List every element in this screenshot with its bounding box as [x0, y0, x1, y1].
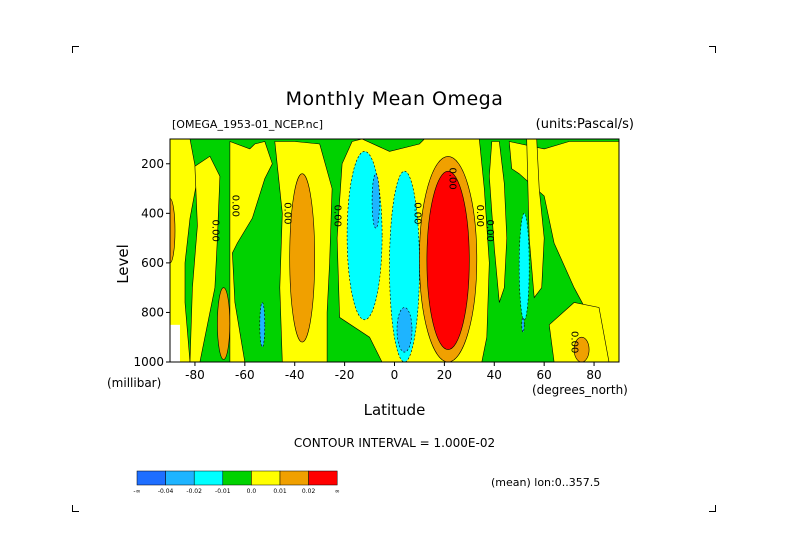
colorbar-label: -0.02	[186, 488, 202, 495]
colorbar-swatch	[165, 470, 195, 486]
x-tick-label: -80	[185, 368, 205, 382]
x-tick-label: 40	[487, 368, 502, 382]
x-axis-units: (degrees_north)	[532, 383, 628, 397]
x-tick-label: -60	[235, 368, 255, 382]
negative-region	[259, 302, 266, 348]
crop-marks	[72, 46, 716, 512]
contour-label: 0.00	[446, 168, 457, 190]
very-negative-region	[371, 173, 380, 229]
x-tick-label: -20	[335, 368, 355, 382]
colorbar-swatch	[222, 470, 252, 486]
contour-interval-label: CONTOUR INTERVAL = 1.000E-02	[293, 436, 496, 450]
contour-label: 0.00	[332, 205, 343, 227]
colorbar-label: 0.01	[273, 488, 287, 495]
contour-label: 0.00	[209, 220, 220, 242]
x-axis-label: Latitude	[363, 401, 426, 419]
contour-label: 0.00	[474, 205, 485, 227]
y-axis-label: Level	[113, 244, 132, 284]
x-tick-label: 80	[586, 368, 601, 382]
y-tick-label: 400	[141, 206, 164, 220]
colorbar-label: -0.04	[158, 488, 174, 495]
colorbar-swatch	[251, 470, 281, 486]
colorbar: -∞ -0.04 -0.02 -0.01 0.0 0.01 0.02 ∞	[133, 470, 340, 495]
plot-area: 0.000.00 0.00 0.00 0.00 0.000.000.000.00	[169, 138, 620, 363]
colorbar-swatch	[308, 470, 338, 486]
colorbar-label: -∞	[133, 488, 140, 495]
colorbar-swatch	[136, 470, 166, 486]
positive-region	[217, 287, 231, 360]
y-axis-units: (millibar)	[107, 376, 162, 390]
colorbar-swatch	[193, 470, 224, 486]
x-tick-label: 20	[437, 368, 452, 382]
y-tick-label: 600	[141, 256, 164, 270]
strong-positive-region	[426, 170, 470, 350]
x-tick-label: -40	[285, 368, 305, 382]
colorbar-label: 0.0	[247, 488, 257, 495]
colorbar-label: ∞	[335, 488, 340, 495]
units-label: (units:Pascal/s)	[535, 117, 634, 132]
contour-label: 0.00	[229, 195, 240, 217]
colorbar-swatch	[279, 470, 309, 486]
x-tick-label: 0	[391, 368, 399, 382]
y-tick-label: 1000	[133, 355, 164, 369]
negative-region	[521, 317, 525, 333]
mean-longitude-label: (mean) lon:0..357.5	[491, 476, 601, 489]
positive-contour-region	[488, 141, 508, 303]
very-negative-region	[396, 307, 413, 353]
positive-region	[289, 173, 316, 343]
positive-region	[170, 198, 176, 264]
missing-data-region	[170, 324, 180, 362]
positive-contour-region	[170, 139, 198, 362]
positive-contour-region	[229, 141, 273, 362]
y-tick-label: 800	[141, 305, 164, 319]
chart-title: Monthly Mean Omega	[285, 88, 504, 110]
axes: -80 -60 -40 -20 0 20 40 60 80 200 400 600 800 1000	[133, 157, 601, 382]
colorbar-label: 0.02	[302, 488, 316, 495]
positive-contour-region	[189, 155, 221, 362]
positive-contour-region	[526, 139, 545, 299]
positive-region	[573, 336, 590, 362]
contour-label: 0.00	[282, 202, 293, 224]
y-tick-label: 200	[141, 157, 164, 171]
negative-region	[518, 213, 530, 321]
positive-contour-region	[548, 302, 610, 362]
contour-label: 0.00	[484, 220, 495, 242]
colorbar-label: -0.01	[215, 488, 231, 495]
x-tick-label: 60	[537, 368, 552, 382]
contour-label: 0.00	[569, 331, 580, 353]
contour-label: 0.00	[411, 202, 422, 224]
source-file-label: [OMEGA_1953-01_NCEP.nc]	[172, 118, 323, 131]
